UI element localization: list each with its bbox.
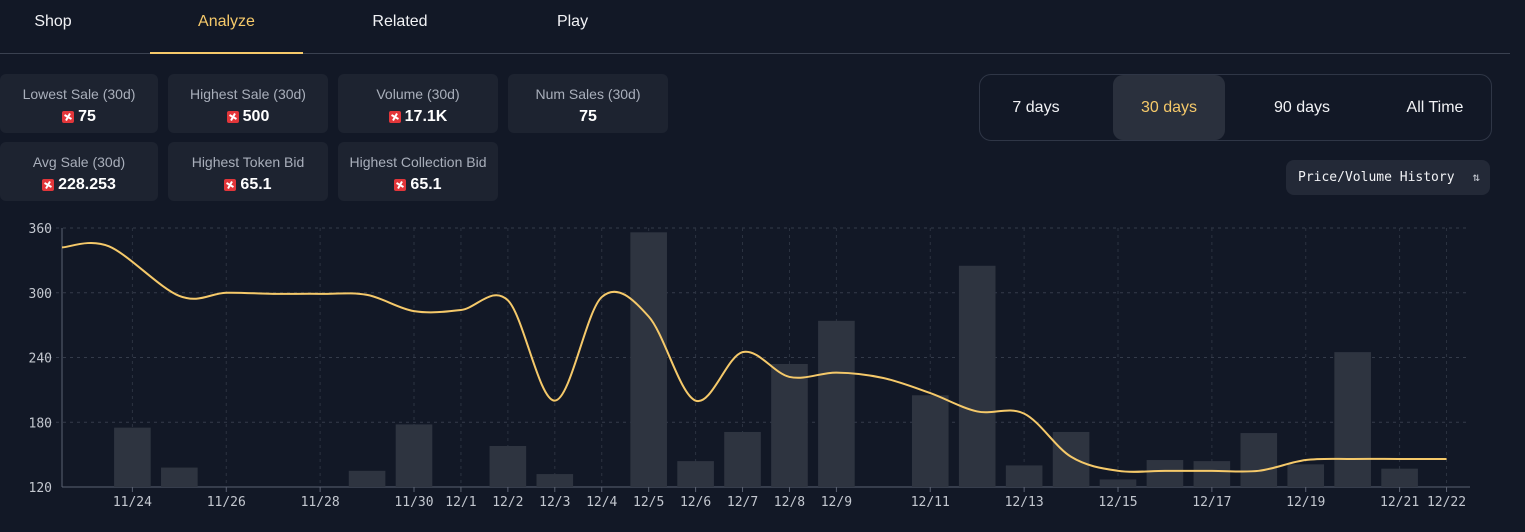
volume-bar — [630, 232, 667, 487]
x-tick-label: 12/15 — [1098, 495, 1137, 510]
volume-bar — [395, 424, 433, 487]
y-tick-label: 360 — [29, 222, 52, 237]
x-tick-label: 12/6 — [680, 495, 711, 510]
x-tick-label: 11/26 — [207, 495, 246, 510]
range-all-time[interactable]: All Time — [1406, 99, 1464, 116]
stat-value: 500 — [242, 108, 270, 125]
stat-label: Avg Sale (30d) — [32, 154, 126, 170]
tab-play[interactable]: Play — [556, 13, 589, 30]
stat-label: Lowest Sale (30d) — [22, 86, 136, 102]
stat-label: Highest Collection Bid — [349, 154, 487, 170]
volume-bar — [1287, 464, 1325, 487]
stat-volume: Volume (30d) 17.1K — [338, 74, 498, 133]
price-line — [61, 242, 1447, 473]
volume-bar — [489, 445, 527, 487]
x-tick-label: 12/22 — [1427, 495, 1466, 510]
y-tick-label: 300 — [29, 287, 52, 302]
volume-bar — [1240, 433, 1278, 487]
volume-bar — [724, 431, 761, 487]
volume-bar — [1381, 468, 1418, 487]
volume-bar — [1334, 352, 1371, 487]
volume-bar — [536, 474, 574, 487]
x-tick-label: 12/7 — [727, 495, 758, 510]
token-icon — [226, 111, 239, 123]
tab-analyze[interactable]: Analyze — [150, 0, 303, 54]
x-tick-label: 12/19 — [1286, 495, 1325, 510]
stat-value: 75 — [78, 108, 96, 125]
volume-bar — [771, 363, 808, 487]
volume-bar — [911, 395, 949, 487]
stat-avg-sale: Avg Sale (30d) 228.253 — [0, 142, 158, 201]
volume-bar — [161, 467, 198, 487]
stat-highest-token-bid: Highest Token Bid 65.1 — [168, 142, 328, 201]
x-tick-label: 12/5 — [633, 495, 664, 510]
x-tick-label: 12/2 — [492, 495, 523, 510]
time-range-selector: 7 days 30 days 90 days All Time — [979, 74, 1492, 141]
y-tick-label: 180 — [29, 416, 52, 431]
tab-bar: Shop Analyze Related Play — [0, 0, 1510, 54]
range-30-days[interactable]: 30 days — [1113, 75, 1225, 140]
x-tick-label: 11/30 — [394, 495, 433, 510]
x-tick-label: 11/28 — [301, 495, 340, 510]
volume-bar — [114, 427, 151, 487]
volume-bar — [1146, 460, 1184, 487]
range-90-days[interactable]: 90 days — [1273, 99, 1331, 116]
range-7-days[interactable]: 7 days — [1012, 99, 1060, 116]
x-tick-label: 12/21 — [1380, 495, 1419, 510]
token-icon — [62, 111, 75, 123]
stat-label: Highest Token Bid — [191, 154, 305, 170]
stat-label: Highest Sale (30d) — [190, 86, 306, 102]
y-tick-label: 240 — [29, 352, 52, 367]
volume-bar — [677, 461, 714, 487]
volume-bar — [1005, 465, 1043, 487]
stat-label: Num Sales (30d) — [535, 86, 641, 102]
stat-highest-collection-bid: Highest Collection Bid 65.1 — [338, 142, 498, 201]
x-tick-label: 12/9 — [821, 495, 852, 510]
x-tick-label: 12/8 — [774, 495, 805, 510]
stat-value: 17.1K — [404, 108, 448, 125]
x-tick-label: 12/11 — [911, 495, 950, 510]
tab-shop[interactable]: Shop — [34, 13, 72, 30]
stat-value: 65.1 — [410, 176, 442, 193]
token-icon — [394, 179, 407, 191]
x-tick-label: 12/13 — [1005, 495, 1044, 510]
volume-bar — [348, 470, 386, 487]
x-tick-label: 12/1 — [445, 495, 476, 510]
token-icon — [224, 179, 237, 191]
chart-type-select[interactable]: Price/Volume History ⇅ — [1286, 160, 1490, 195]
volume-bar — [958, 265, 996, 487]
stat-highest-sale: Highest Sale (30d) 500 — [168, 74, 328, 133]
x-tick-label: 12/17 — [1192, 495, 1231, 510]
stat-value: 228.253 — [58, 176, 116, 193]
stat-lowest-sale: Lowest Sale (30d) 75 — [0, 74, 158, 133]
volume-bar — [1193, 461, 1231, 487]
volume-bar — [1052, 431, 1090, 487]
volume-bar — [1099, 479, 1137, 487]
chevron-up-down-icon: ⇅ — [1472, 170, 1480, 184]
x-tick-label: 11/24 — [113, 495, 152, 510]
stat-value: 75 — [579, 108, 597, 125]
volume-bar — [818, 320, 855, 487]
tab-related[interactable]: Related — [372, 13, 428, 30]
token-icon — [42, 179, 55, 191]
stat-num-sales: Num Sales (30d) 75 — [508, 74, 668, 133]
chart-type-value: Price/Volume History — [1298, 170, 1455, 185]
stat-value: 65.1 — [240, 176, 272, 193]
y-tick-label: 120 — [29, 481, 52, 496]
x-tick-label: 12/4 — [586, 495, 617, 510]
x-tick-label: 12/3 — [539, 495, 570, 510]
token-icon — [388, 111, 401, 123]
stat-label: Volume (30d) — [376, 86, 460, 102]
